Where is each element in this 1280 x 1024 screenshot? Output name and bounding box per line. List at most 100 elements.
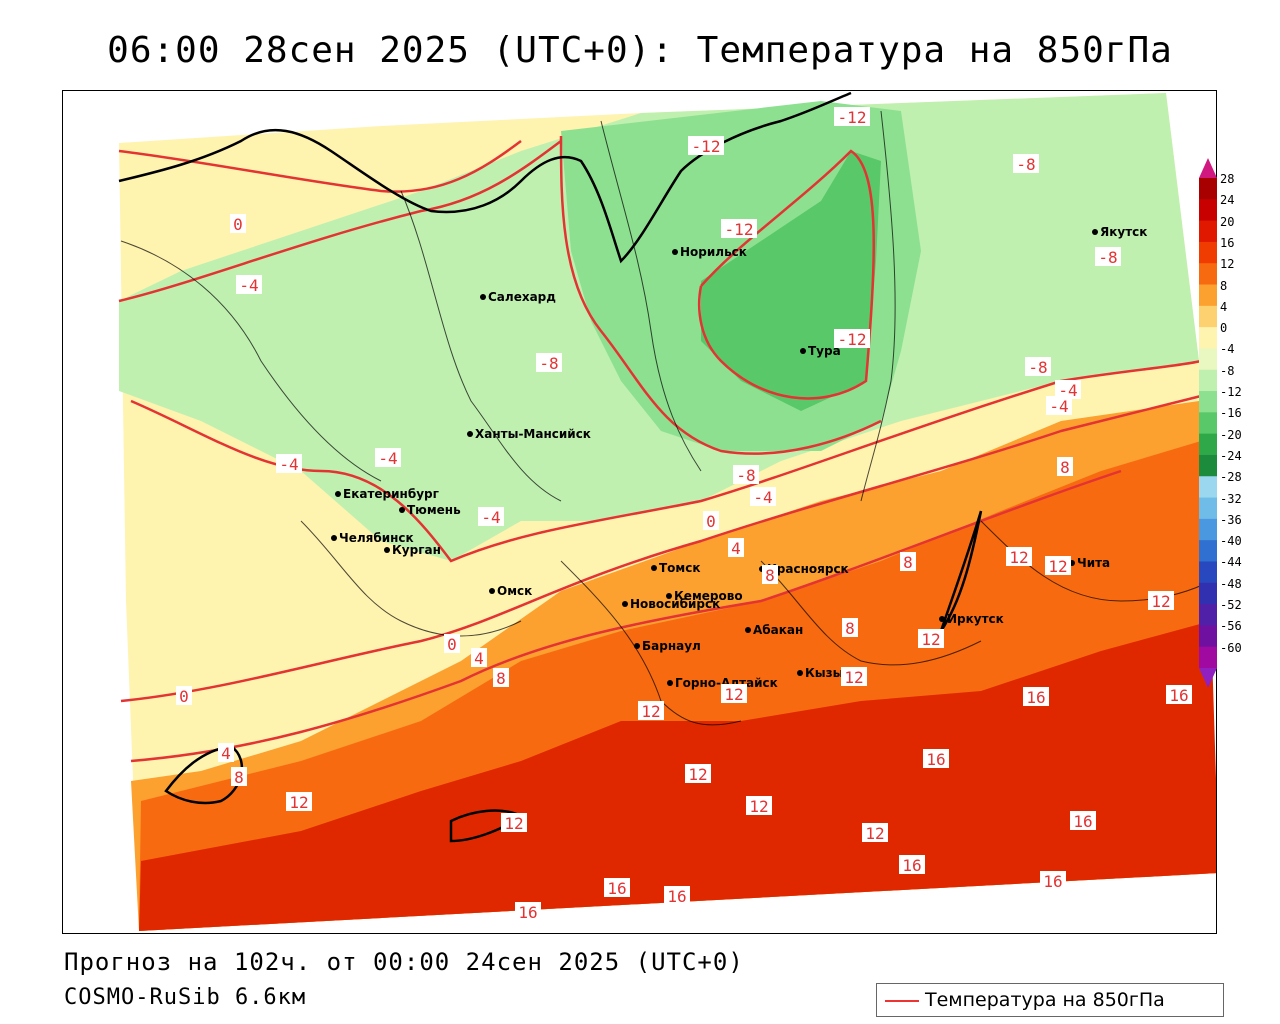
colorbar-tick-label: -48 — [1220, 576, 1242, 591]
isotherm-label-bg — [834, 107, 870, 126]
isotherm-label: -4 — [481, 508, 500, 527]
city-label: Челябинск — [339, 531, 414, 545]
city-marker — [745, 627, 751, 633]
colorbar-tick-label: 4 — [1220, 299, 1228, 314]
isotherm-label: 16 — [607, 879, 626, 898]
isotherm-label-bg — [721, 684, 747, 703]
isotherm-label-bg — [834, 329, 870, 348]
isotherm-label-bg — [276, 454, 302, 473]
isotherm-label: 16 — [926, 750, 945, 769]
colorbar-tick-label: -56 — [1220, 619, 1242, 634]
isotherm-label-bg — [471, 648, 487, 667]
isotherm-label: 8 — [234, 768, 244, 787]
isotherm-label-bg — [923, 749, 949, 768]
isotherm-label: -4 — [753, 488, 772, 507]
city-marker — [651, 565, 657, 571]
colorbar-segment — [1199, 391, 1217, 413]
isotherm-label-bg — [918, 629, 944, 648]
city-label: Екатеринбург — [343, 487, 439, 501]
colorbar-tick-label: 24 — [1220, 193, 1235, 208]
city-label: Новосибирск — [630, 597, 720, 611]
temperature-map[interactable]: Салехард Норильск Якутск Тура Ханты-Мансийск… — [63, 91, 1217, 934]
isotherm-label-bg — [478, 507, 504, 526]
isotherm-label: -4 — [239, 276, 258, 295]
colorbar-top-tip — [1199, 158, 1217, 178]
colorbar-tick-label: -60 — [1220, 640, 1242, 655]
isotherm-label: -4 — [378, 449, 397, 468]
isotherm-label-bg — [1057, 457, 1073, 476]
colorbar-segment — [1199, 220, 1217, 243]
legend-label: Температура на 850гПа — [925, 989, 1165, 1011]
city-marker — [399, 507, 405, 513]
isotherm-label: 8 — [765, 566, 775, 585]
colorbar-segment — [1199, 540, 1217, 562]
isotherm-label-bg — [685, 764, 711, 783]
isotherm-label-bg — [1166, 685, 1192, 704]
isotherm-label-bg — [1025, 357, 1051, 376]
isotherm-label: 8 — [903, 553, 913, 572]
city-label: Кызыл — [805, 666, 852, 680]
isotherm-label-bg — [841, 667, 867, 686]
colorbar-tick-label: -52 — [1220, 598, 1242, 613]
city-marker — [800, 348, 806, 354]
isotherm-label-bg — [515, 902, 541, 921]
city-label: Якутск — [1100, 225, 1147, 239]
isotherm-label: 12 — [865, 824, 884, 843]
isotherm-label-bg — [236, 275, 262, 294]
isotherm-label-bg — [231, 767, 247, 786]
isotherm-label: 8 — [496, 669, 506, 688]
isotherm-label-bg — [899, 855, 925, 874]
colorbar-tick-label: -20 — [1220, 427, 1242, 442]
colorbar — [1199, 158, 1217, 688]
isotherm-label: 0 — [706, 512, 716, 531]
colorbar-segment — [1199, 625, 1217, 648]
isotherm-label-bg — [762, 565, 778, 584]
city-marker — [939, 616, 945, 622]
isotherm-label: 16 — [1026, 688, 1045, 707]
isotherm-label: 4 — [221, 744, 231, 763]
city-marker — [622, 601, 628, 607]
city-label: Красноярск — [767, 562, 849, 576]
map-panel[interactable]: Салехард Норильск Якутск Тура Ханты-Мансийск… — [62, 90, 1217, 934]
isotherm-label: 0 — [447, 635, 457, 654]
colorbar-segment — [1199, 518, 1217, 541]
city-marker — [1092, 229, 1098, 235]
city-label: Иркутск — [947, 612, 1004, 626]
isotherm-label: 0 — [179, 687, 189, 706]
isotherm-label-bg — [746, 796, 772, 815]
city-marker — [634, 643, 640, 649]
city-label: Норильск — [680, 245, 747, 259]
city-label: Абакан — [753, 623, 803, 637]
colorbar-segment — [1199, 327, 1217, 349]
isotherm-label-bg — [862, 823, 888, 842]
isotherm-label-bg — [733, 465, 759, 484]
isotherm-label: -4 — [279, 455, 298, 474]
model-name: COSMO-RuSib 6.6км — [64, 985, 307, 1010]
isotherm-label: -12 — [725, 220, 754, 239]
isotherm-label: 4 — [474, 649, 484, 668]
isotherm-label-bg — [1095, 247, 1121, 266]
colorbar-tick-label: -44 — [1220, 555, 1242, 570]
isotherm-label-bg — [1013, 154, 1039, 173]
city-label: Томск — [659, 561, 701, 575]
colorbar-tick-label: -32 — [1220, 491, 1242, 506]
isotherm-label-bg — [1055, 380, 1081, 399]
isotherm-label-bg — [1006, 547, 1032, 566]
city-marker — [666, 593, 672, 599]
isotherm-label: 16 — [1043, 872, 1062, 891]
isotherm-label-bg — [1040, 871, 1066, 890]
isotherm-label-bg — [230, 214, 246, 233]
colorbar-segment — [1199, 582, 1217, 605]
warm-zone-16 — [139, 621, 1216, 931]
city-label: Омск — [497, 584, 532, 598]
isotherm-label: 16 — [667, 887, 686, 906]
isotherm-label-bg — [900, 552, 916, 571]
city-marker — [667, 680, 673, 686]
colorbar-tick-label: 12 — [1220, 257, 1235, 272]
colorbar-tick-label: -40 — [1220, 534, 1242, 549]
colorbar-segment — [1199, 561, 1217, 584]
city-label: Салехард — [488, 290, 556, 304]
isotherm-label-bg — [501, 813, 527, 832]
isotherm-label: -12 — [692, 137, 721, 156]
colorbar-tick-label: 0 — [1220, 321, 1228, 336]
